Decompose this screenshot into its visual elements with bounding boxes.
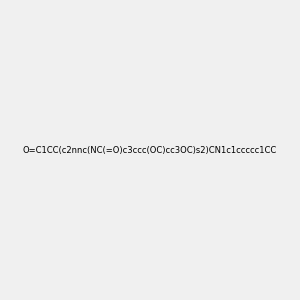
Text: O=C1CC(c2nnc(NC(=O)c3ccc(OC)cc3OC)s2)CN1c1ccccc1CC: O=C1CC(c2nnc(NC(=O)c3ccc(OC)cc3OC)s2)CN1…: [23, 146, 277, 154]
